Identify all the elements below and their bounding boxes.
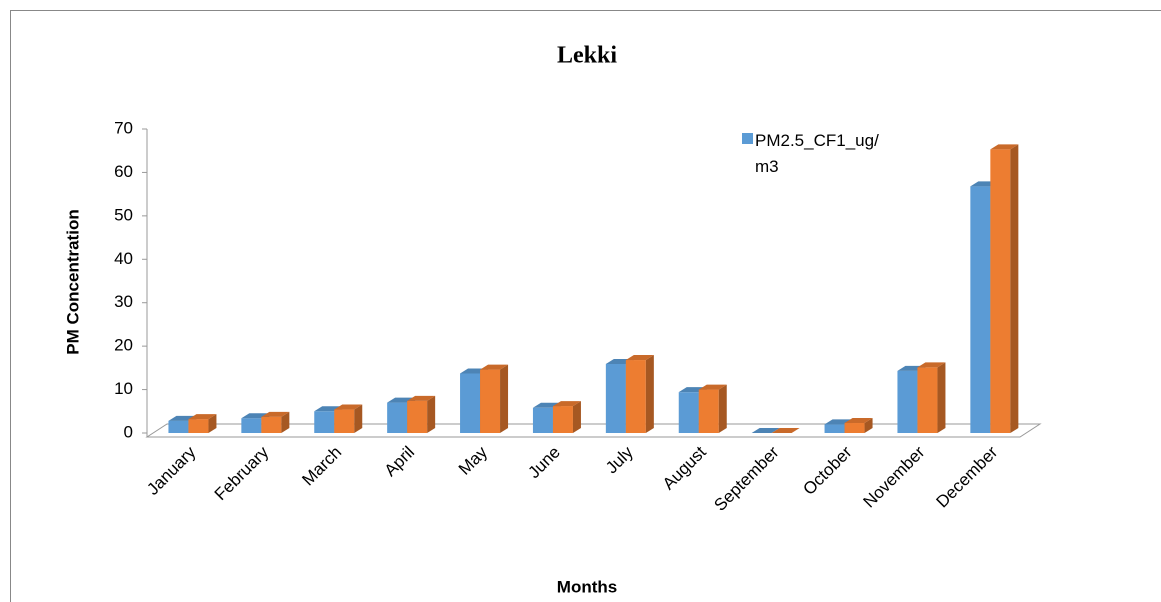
bar-front	[605, 363, 626, 433]
bar-top	[771, 428, 800, 433]
x-axis-title: Months	[557, 577, 617, 596]
legend-label: PM2.5_CF1_ug/m3	[755, 131, 879, 176]
y-tick-label: 20	[114, 336, 133, 355]
bar-top	[751, 428, 780, 433]
bar-front	[844, 423, 865, 433]
bar-side	[937, 362, 946, 433]
bar-side	[572, 401, 581, 433]
y-axis-title: PM Concentration	[63, 209, 82, 354]
bar-front	[407, 400, 428, 433]
bar-front	[824, 424, 845, 433]
bar-side	[864, 418, 873, 433]
bar-front	[460, 373, 481, 433]
bar-side	[281, 411, 290, 433]
bar-top	[844, 418, 873, 424]
bar-top	[261, 411, 290, 417]
y-tick-label: 60	[114, 162, 133, 181]
y-tick-label: 50	[114, 205, 133, 224]
bar	[990, 144, 1019, 433]
bar	[917, 362, 946, 433]
bar-front	[387, 402, 408, 433]
bar-front	[625, 360, 646, 433]
floor	[145, 423, 1042, 438]
bar-front	[970, 186, 991, 433]
bar-top	[698, 384, 727, 390]
bar-side	[354, 404, 363, 433]
bar-front	[678, 392, 699, 433]
bar-front	[917, 367, 938, 433]
bar	[552, 401, 581, 433]
bar-front	[314, 411, 335, 433]
bar-side	[208, 414, 217, 433]
bar-front	[168, 420, 189, 433]
bar-front	[261, 416, 282, 433]
legend-swatch	[742, 133, 753, 144]
bar-front	[532, 407, 553, 433]
chart-title: Lekki	[557, 43, 617, 69]
bar-top	[990, 144, 1019, 150]
bar-top	[917, 362, 946, 368]
bar-top	[552, 401, 581, 407]
y-tick-label: 30	[114, 292, 133, 311]
bar	[698, 384, 727, 433]
y-tick-label: 70	[114, 118, 133, 137]
y-tick-label: 10	[114, 379, 133, 398]
bar-front	[990, 149, 1011, 433]
bar-top	[188, 414, 217, 420]
bar-front	[241, 418, 262, 433]
bar-top	[334, 404, 363, 410]
bar-side	[427, 395, 436, 433]
y-tick-label: 40	[114, 249, 133, 268]
bar	[751, 428, 780, 433]
bar	[844, 418, 873, 433]
bar	[188, 414, 217, 433]
bar-front	[698, 389, 719, 433]
bar	[334, 404, 363, 433]
y-tick-label: 0	[124, 422, 133, 441]
bar	[771, 428, 800, 433]
bar-front	[552, 406, 573, 433]
chart-border	[10, 10, 1161, 602]
bar-front	[188, 419, 209, 433]
bar	[625, 355, 654, 433]
bar-top	[480, 364, 509, 370]
bar	[407, 395, 436, 433]
bar-front	[480, 369, 501, 433]
bar-side	[718, 384, 727, 433]
bar-front	[334, 409, 355, 433]
bar-top	[407, 395, 436, 401]
bar-top	[625, 355, 654, 361]
bar-side	[1010, 144, 1019, 433]
bar	[480, 364, 509, 433]
bar	[261, 411, 290, 433]
bar-side	[500, 364, 509, 433]
bar-side	[645, 355, 654, 433]
bar-front	[897, 370, 918, 433]
